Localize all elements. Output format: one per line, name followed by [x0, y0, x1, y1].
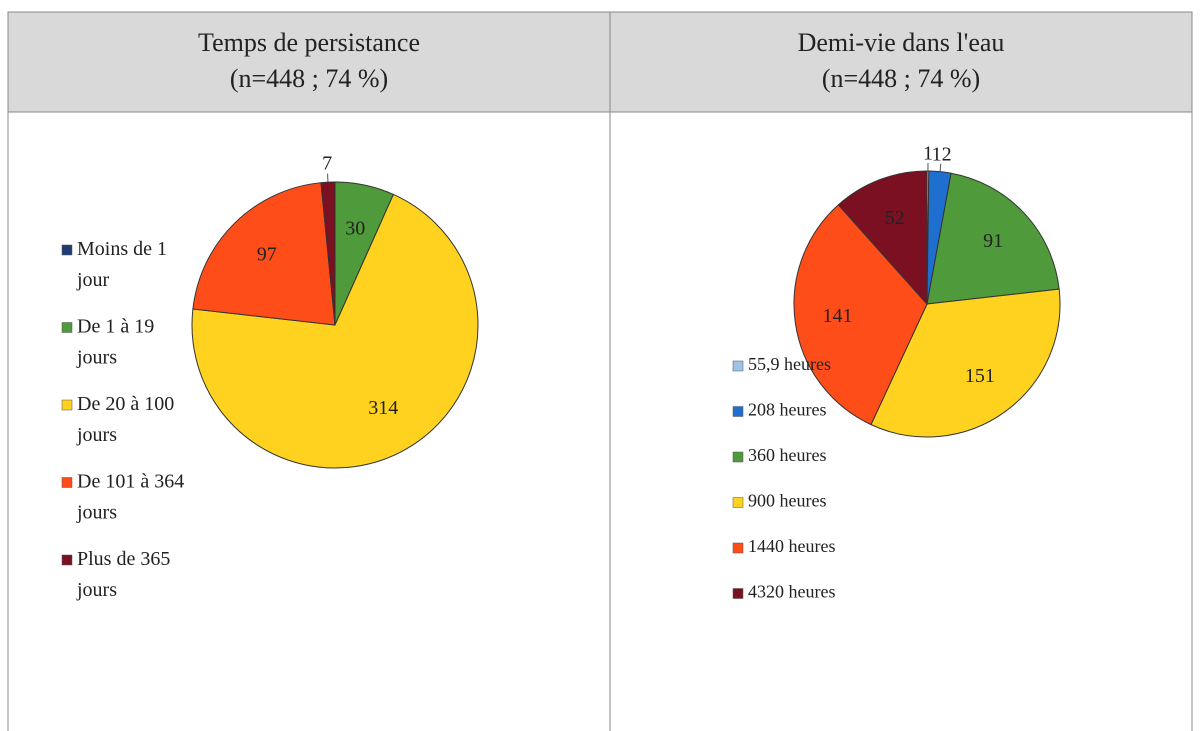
legend-swatch — [732, 360, 744, 372]
header-row — [7, 11, 1193, 113]
legend-line: jours — [76, 346, 117, 368]
legend-label: 900 heures — [748, 491, 826, 511]
data-label: 1 — [923, 143, 933, 165]
pie-slice — [926, 172, 1060, 305]
legend-line: jours — [76, 579, 117, 601]
legend-line: De 20 à 100 — [77, 393, 174, 415]
legend-line: De 101 à 364 — [77, 470, 184, 492]
pie-slice — [192, 182, 336, 326]
chart-subtitle: (n=448 ; 74 %) — [230, 64, 388, 93]
legend-label: De 1 à 19 jours — [76, 315, 154, 368]
pie-slice — [870, 288, 1061, 438]
legend-label: De 20 à 100 jours — [76, 393, 174, 446]
data-label: 12 — [932, 143, 952, 165]
legend-label: 360 heures — [748, 445, 826, 465]
legend-swatch — [732, 497, 744, 508]
legend-swatch — [732, 542, 744, 554]
legend-line: Moins de 1 — [77, 238, 167, 260]
legend-swatch — [732, 588, 744, 599]
pie-slice — [793, 204, 928, 426]
data-label: 52 — [885, 207, 905, 229]
legend-label: Plus de 365 jours — [76, 548, 170, 601]
legend-label: 1440 heures — [748, 536, 835, 556]
leader-line — [939, 163, 942, 172]
legend-line: jours — [76, 424, 117, 446]
data-label: 91 — [983, 230, 1003, 252]
legend-line: De 1 à 19 — [77, 315, 154, 337]
data-label: 30 — [345, 217, 365, 239]
pie-slice — [837, 170, 928, 306]
chart-title: Demi-vie dans l'eau — [798, 28, 1005, 57]
legend-swatch — [732, 406, 744, 417]
legend-swatch — [61, 554, 73, 566]
legend-swatch — [61, 322, 73, 333]
legend-line: jour — [76, 269, 110, 291]
chart-subtitle: (n=448 ; 74 %) — [822, 64, 980, 93]
legend-line: Plus de 365 — [77, 548, 170, 570]
data-label: 141 — [823, 305, 853, 327]
legend-swatch — [61, 477, 73, 488]
legend-swatch — [61, 399, 73, 411]
data-label: 7 — [322, 153, 332, 175]
chart-title: Temps de persistance — [198, 28, 420, 57]
legend-line: jours — [76, 501, 117, 523]
legend-label: Moins de 1 jour — [76, 238, 167, 291]
pie-slice — [191, 193, 479, 469]
legend-swatch — [732, 451, 744, 463]
legend-label: 208 heures — [748, 400, 826, 420]
legend-label: 55,9 heures — [748, 354, 831, 374]
data-label: 97 — [257, 243, 277, 265]
data-label: 314 — [368, 397, 398, 419]
legend-label: 4320 heures — [748, 582, 835, 602]
legend-swatch — [61, 244, 73, 256]
pie-slice — [320, 181, 336, 326]
data-label: 151 — [965, 365, 995, 387]
legend-label: De 101 à 364 jours — [76, 470, 184, 523]
